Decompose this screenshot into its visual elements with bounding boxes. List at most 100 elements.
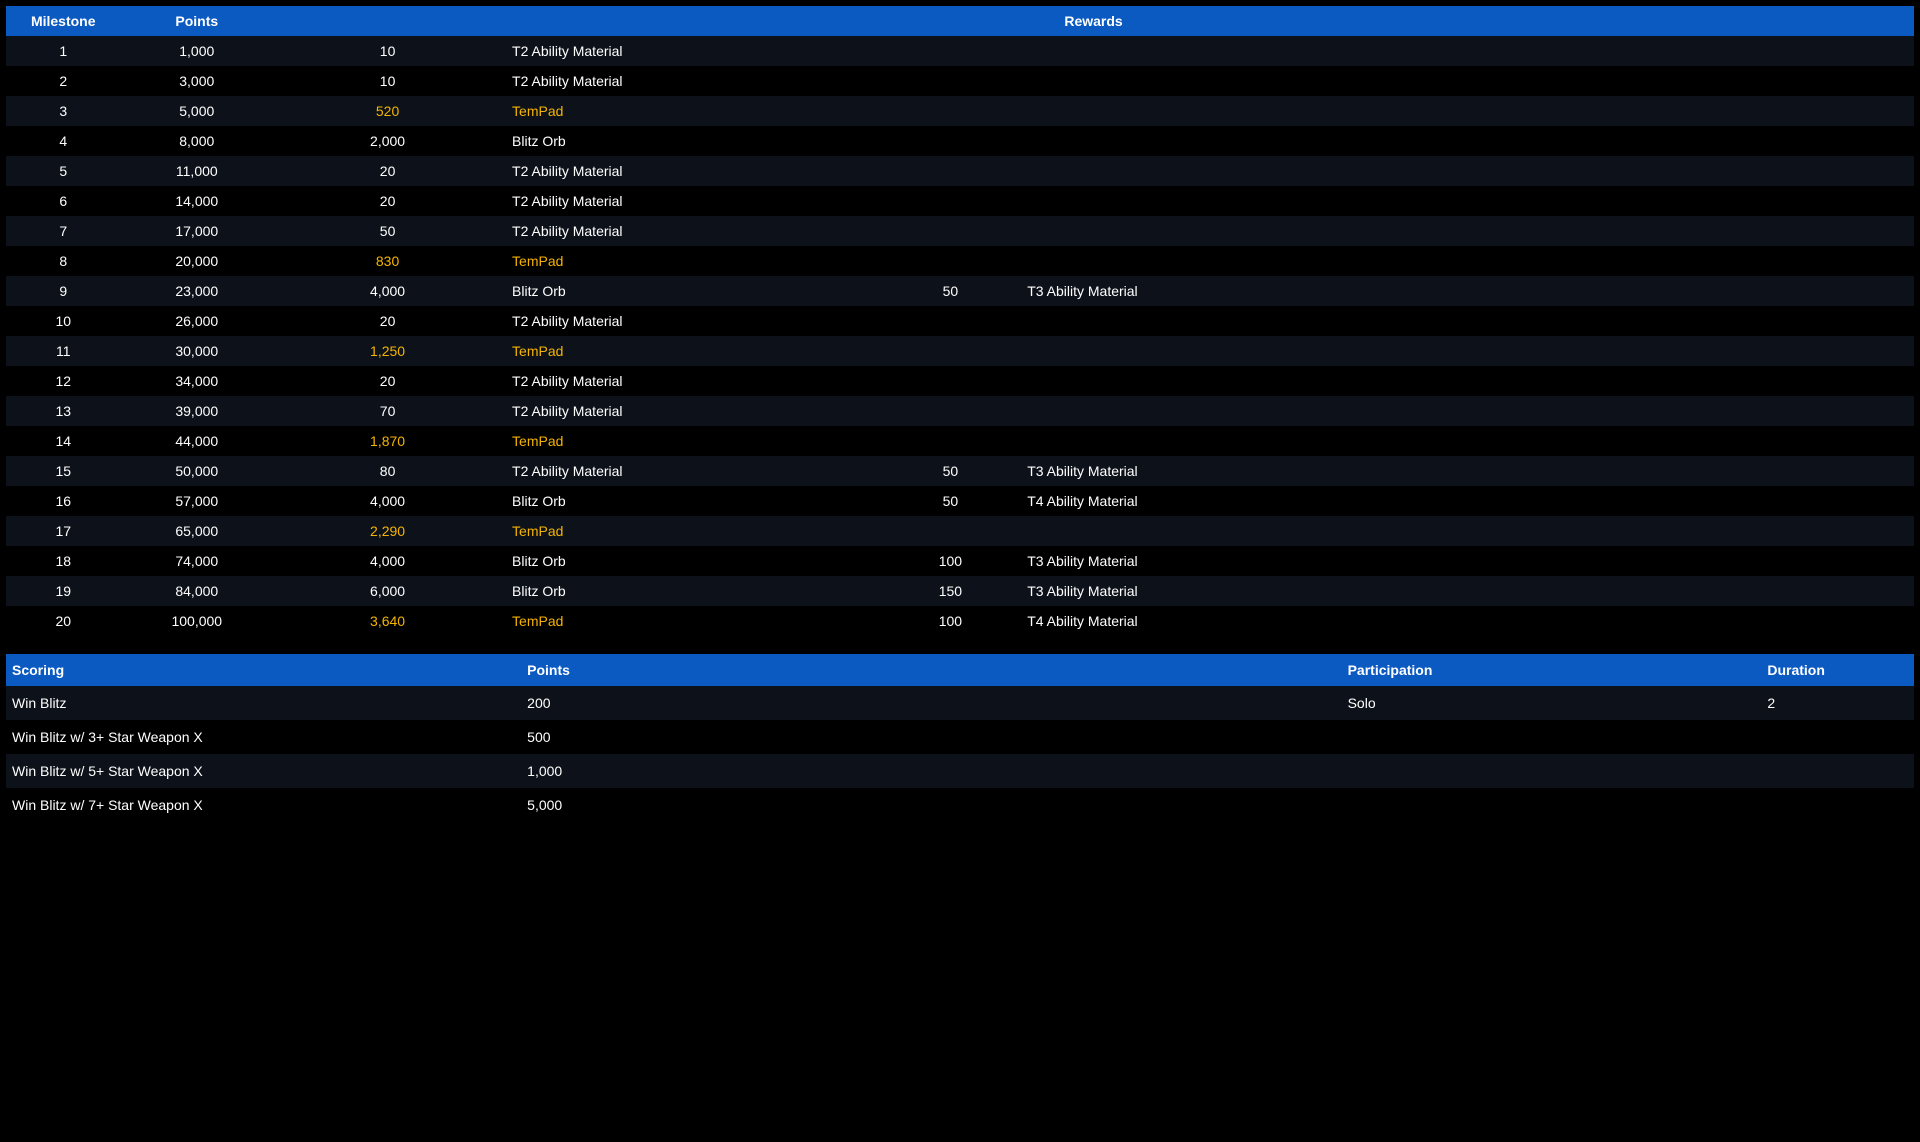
cell-reward1-qty: 1,870 xyxy=(273,426,502,456)
cell-reward2-item xyxy=(1017,66,1914,96)
cell-points: 84,000 xyxy=(120,576,273,606)
cell-participation xyxy=(1342,754,1762,788)
cell-reward2-qty xyxy=(884,96,1018,126)
cell-scoring: Win Blitz w/ 7+ Star Weapon X xyxy=(6,788,521,822)
cell-reward2-item xyxy=(1017,396,1914,426)
cell-reward1-item: T2 Ability Material xyxy=(502,156,884,186)
cell-reward2-qty: 50 xyxy=(884,276,1018,306)
cell-reward2-item: T3 Ability Material xyxy=(1017,456,1914,486)
table-row: Win Blitz w/ 3+ Star Weapon X500 xyxy=(6,720,1914,754)
cell-reward1-item: T2 Ability Material xyxy=(502,396,884,426)
cell-scoring-points: 500 xyxy=(521,720,1341,754)
cell-reward1-item: T2 Ability Material xyxy=(502,366,884,396)
cell-reward1-item: TemPad xyxy=(502,606,884,636)
table-row: 820,000830TemPad xyxy=(6,246,1914,276)
cell-reward1-item: TemPad xyxy=(502,426,884,456)
header-scoring-points: Points xyxy=(521,654,1341,686)
cell-reward1-qty: 4,000 xyxy=(273,486,502,516)
cell-points: 34,000 xyxy=(120,366,273,396)
cell-duration xyxy=(1761,720,1914,754)
header-participation: Participation xyxy=(1342,654,1762,686)
table-row: 923,0004,000Blitz Orb50T3 Ability Materi… xyxy=(6,276,1914,306)
cell-reward1-qty: 4,000 xyxy=(273,276,502,306)
cell-reward2-qty xyxy=(884,396,1018,426)
cell-reward1-item: TemPad xyxy=(502,516,884,546)
cell-reward1-item: Blitz Orb xyxy=(502,276,884,306)
scoring-table: Scoring Points Participation Duration Wi… xyxy=(6,654,1914,822)
cell-points: 20,000 xyxy=(120,246,273,276)
cell-points: 23,000 xyxy=(120,276,273,306)
cell-milestone: 17 xyxy=(6,516,120,546)
cell-reward2-qty xyxy=(884,426,1018,456)
cell-reward1-item: T2 Ability Material xyxy=(502,66,884,96)
cell-reward2-qty xyxy=(884,246,1018,276)
cell-reward2-qty: 50 xyxy=(884,456,1018,486)
table-row: 1339,00070T2 Ability Material xyxy=(6,396,1914,426)
cell-reward2-qty xyxy=(884,36,1018,66)
cell-milestone: 19 xyxy=(6,576,120,606)
cell-reward2-item xyxy=(1017,96,1914,126)
cell-reward2-item: T3 Ability Material xyxy=(1017,576,1914,606)
cell-reward2-item: T3 Ability Material xyxy=(1017,276,1914,306)
cell-reward1-item: Blitz Orb xyxy=(502,486,884,516)
cell-points: 44,000 xyxy=(120,426,273,456)
cell-reward1-item: T2 Ability Material xyxy=(502,36,884,66)
table-row: 1444,0001,870TemPad xyxy=(6,426,1914,456)
cell-reward2-qty xyxy=(884,156,1018,186)
cell-reward2-qty: 100 xyxy=(884,546,1018,576)
table-row: Win Blitz w/ 7+ Star Weapon X5,000 xyxy=(6,788,1914,822)
cell-points: 17,000 xyxy=(120,216,273,246)
cell-reward1-qty: 520 xyxy=(273,96,502,126)
cell-reward1-qty: 10 xyxy=(273,36,502,66)
cell-scoring-points: 5,000 xyxy=(521,788,1341,822)
cell-milestone: 8 xyxy=(6,246,120,276)
table-row: 1984,0006,000Blitz Orb150T3 Ability Mate… xyxy=(6,576,1914,606)
cell-points: 1,000 xyxy=(120,36,273,66)
cell-scoring: Win Blitz w/ 5+ Star Weapon X xyxy=(6,754,521,788)
cell-reward2-qty xyxy=(884,216,1018,246)
cell-scoring: Win Blitz w/ 3+ Star Weapon X xyxy=(6,720,521,754)
cell-reward2-qty xyxy=(884,66,1018,96)
cell-points: 74,000 xyxy=(120,546,273,576)
cell-reward1-qty: 20 xyxy=(273,156,502,186)
cell-duration xyxy=(1761,788,1914,822)
cell-reward1-qty: 2,000 xyxy=(273,126,502,156)
cell-milestone: 5 xyxy=(6,156,120,186)
cell-milestone: 14 xyxy=(6,426,120,456)
cell-milestone: 12 xyxy=(6,366,120,396)
cell-milestone: 3 xyxy=(6,96,120,126)
cell-reward2-item: T3 Ability Material xyxy=(1017,546,1914,576)
cell-reward2-qty xyxy=(884,306,1018,336)
cell-reward2-item: T4 Ability Material xyxy=(1017,486,1914,516)
cell-reward1-item: Blitz Orb xyxy=(502,576,884,606)
cell-reward2-item xyxy=(1017,156,1914,186)
cell-points: 100,000 xyxy=(120,606,273,636)
cell-points: 14,000 xyxy=(120,186,273,216)
header-points: Points xyxy=(120,6,273,36)
table-row: 1026,00020T2 Ability Material xyxy=(6,306,1914,336)
cell-milestone: 15 xyxy=(6,456,120,486)
cell-reward2-item xyxy=(1017,126,1914,156)
cell-milestone: 4 xyxy=(6,126,120,156)
milestones-table: Milestone Points Rewards 11,00010T2 Abil… xyxy=(6,6,1914,636)
table-row: 1130,0001,250TemPad xyxy=(6,336,1914,366)
cell-reward2-item xyxy=(1017,36,1914,66)
cell-reward1-qty: 70 xyxy=(273,396,502,426)
cell-reward2-qty xyxy=(884,516,1018,546)
table-row: 717,00050T2 Ability Material xyxy=(6,216,1914,246)
milestones-header-row: Milestone Points Rewards xyxy=(6,6,1914,36)
cell-reward1-qty: 50 xyxy=(273,216,502,246)
table-row: 614,00020T2 Ability Material xyxy=(6,186,1914,216)
cell-reward1-item: TemPad xyxy=(502,336,884,366)
cell-points: 30,000 xyxy=(120,336,273,366)
cell-milestone: 11 xyxy=(6,336,120,366)
cell-reward2-qty xyxy=(884,336,1018,366)
header-rewards: Rewards xyxy=(273,6,1914,36)
cell-reward1-qty: 20 xyxy=(273,306,502,336)
cell-reward1-qty: 10 xyxy=(273,66,502,96)
cell-points: 11,000 xyxy=(120,156,273,186)
cell-scoring-points: 200 xyxy=(521,686,1341,720)
table-row: 1874,0004,000Blitz Orb100T3 Ability Mate… xyxy=(6,546,1914,576)
cell-reward1-qty: 830 xyxy=(273,246,502,276)
table-row: 1550,00080T2 Ability Material50T3 Abilit… xyxy=(6,456,1914,486)
